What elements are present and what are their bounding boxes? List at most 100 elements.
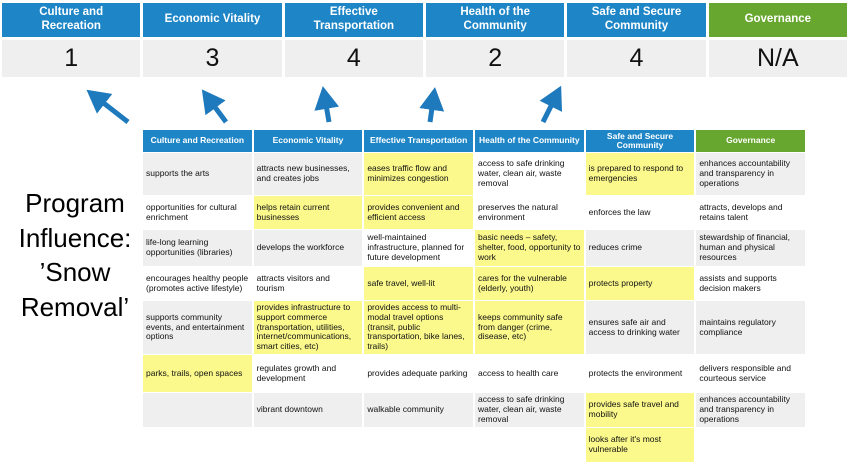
matrix-header-transportation: Effective Transportation [364, 130, 473, 152]
matrix-cell: eases traffic flow and minimizes congest… [364, 153, 473, 195]
matrix-cell-text: opportunities for cultural enrichment [146, 201, 237, 222]
matrix-cell: supports community events, and entertain… [143, 301, 252, 354]
matrix-cell: parks, trails, open spaces [143, 355, 252, 392]
summary-header-culture: Culture and Recreation [2, 3, 141, 37]
matrix-cell: helps retain current businesses [253, 196, 363, 229]
matrix-cell-text: attracts visitors and tourism [256, 272, 330, 293]
matrix-cell-text: provides adequate parking [367, 367, 468, 378]
matrix-cell [364, 428, 473, 462]
matrix-cell: preserves the natural environment [474, 196, 584, 229]
matrix-cell-text: regulates growth and development [256, 362, 337, 383]
matrix-cell: life-long learning opportunities (librar… [143, 230, 252, 266]
matrix-cell-text: maintains regulatory compliance [699, 316, 776, 337]
matrix-cell: cares for the vulnerable (elderly, youth… [474, 267, 584, 300]
up-arrow-2 [201, 89, 229, 124]
score-transportation: 4 [284, 40, 423, 77]
matrix-cell: access to safe drinking water, clean air… [474, 393, 584, 427]
matrix-cell: protects property [585, 267, 695, 300]
matrix-cell-text: access to safe drinking water, clean air… [477, 158, 565, 188]
matrix-cell: assists and supports decision makers [696, 267, 805, 300]
matrix-cell-text: walkable community [367, 404, 444, 415]
matrix-cell [143, 393, 252, 427]
matrix-cell-text: stewardship of financial, human and phys… [699, 232, 791, 262]
matrix-cell: supports the arts [143, 153, 252, 195]
matrix-cell-text: supports the arts [146, 168, 210, 179]
matrix-header-health: Health of the Community [474, 130, 584, 152]
matrix-cell-text: provides safe travel and mobility [588, 399, 679, 419]
matrix-cell: enforces the law [585, 196, 695, 229]
matrix-cell: attracts, develops and retains talent [696, 196, 805, 229]
matrix-cell: provides adequate parking [364, 355, 473, 392]
matrix-cell-text: life-long learning opportunities (librar… [146, 237, 233, 257]
summary-header-safe: Safe and Secure Community [567, 3, 706, 37]
matrix-cell-text: well-maintained infrastructure, planned … [367, 232, 465, 262]
matrix-cell-text: helps retain current businesses [256, 201, 330, 222]
matrix-cell-text: provides access to multi-modal travel op… [367, 302, 465, 352]
matrix-cell-text: provides infrastructure to support comme… [256, 302, 352, 352]
matrix-cell-text: access to health care [477, 367, 559, 378]
matrix-header-culture: Culture and Recreation [143, 130, 252, 152]
matrix-cell-text: reduces crime [588, 242, 643, 253]
matrix-cell-text: looks after it's most vulnerable [588, 434, 662, 454]
matrix-cell-text: eases traffic flow and minimizes congest… [367, 163, 449, 183]
matrix-cell: regulates growth and development [253, 355, 363, 392]
matrix-cell-text: ensures safe air and access to drinking … [588, 316, 680, 337]
matrix-cell-text: delivers responsible and courteous servi… [699, 362, 791, 383]
matrix-cell: access to health care [474, 355, 584, 392]
summary-header-transportation: Effective Transportation [284, 3, 423, 37]
matrix-cell-text: basic needs – safety, shelter, food, opp… [477, 232, 581, 262]
matrix-cell: protects the environment [585, 355, 695, 392]
matrix-cell: maintains regulatory compliance [696, 301, 805, 354]
up-arrow-5 [539, 85, 563, 124]
matrix-cell: delivers responsible and courteous servi… [696, 355, 805, 392]
matrix-cell: safe travel, well-lit [364, 267, 473, 300]
program-influence-label: Program Influence: ’Snow Removal’ [18, 188, 132, 322]
matrix-cell-text: enforces the law [588, 206, 651, 217]
matrix-cell-text: enhances accountability and transparency… [699, 394, 791, 424]
matrix-cell: provides convenient and efficient access [364, 196, 473, 229]
matrix-cell: attracts new businesses, and creates job… [253, 153, 363, 195]
matrix-cell: vibrant downtown [253, 393, 363, 427]
matrix-cell-text: attracts new businesses, and creates job… [256, 163, 350, 183]
matrix-cell-text: supports community events, and entertain… [146, 311, 245, 342]
matrix-cell-text: safe travel, well-lit [367, 277, 435, 288]
matrix-cell-text: access to safe drinking water, clean air… [477, 394, 565, 424]
matrix-cell: is prepared to respond to emergencies [585, 153, 695, 195]
matrix-cell: develops the workforce [253, 230, 363, 266]
matrix-cell: ensures safe air and access to drinking … [585, 301, 695, 354]
score-row: 1 3 4 2 4 N/A [2, 40, 847, 77]
matrix-cell: enhances accountability and transparency… [696, 153, 805, 195]
matrix-header-safe: Safe and Secure Community [585, 130, 695, 152]
up-arrow-3 [314, 86, 340, 123]
matrix-header-economic: Economic Vitality [253, 130, 363, 152]
up-arrow-1 [86, 89, 130, 124]
matrix-cell-text: vibrant downtown [256, 404, 323, 415]
matrix-cell: encourages healthy people (promotes acti… [143, 267, 252, 300]
matrix-cell: reduces crime [585, 230, 695, 266]
score-culture: 1 [2, 40, 141, 77]
matrix-cell: opportunities for cultural enrichment [143, 196, 252, 229]
score-economic: 3 [143, 40, 282, 77]
matrix-cell-text: cares for the vulnerable (elderly, youth… [477, 272, 567, 293]
matrix-cell-text: develops the workforce [256, 242, 345, 253]
matrix-cell: stewardship of financial, human and phys… [696, 230, 805, 266]
matrix-cell-text: keeps community safe from danger (crime,… [477, 311, 563, 342]
matrix-cell [253, 428, 363, 462]
matrix-cell [696, 428, 805, 462]
score-safe: 4 [567, 40, 706, 77]
matrix-cell-text: enhances accountability and transparency… [699, 158, 791, 188]
summary-header-economic: Economic Vitality [143, 3, 282, 37]
score-governance: N/A [708, 40, 847, 77]
matrix-cell-text: protects the environment [588, 367, 683, 378]
influence-matrix: Culture and Recreation Economic Vitality… [143, 130, 805, 462]
matrix-cell: enhances accountability and transparency… [696, 393, 805, 427]
matrix-cell: looks after it's most vulnerable [585, 428, 695, 462]
matrix-cell: provides safe travel and mobility [585, 393, 695, 427]
matrix-header-governance: Governance [696, 130, 805, 152]
matrix-cell-text: attracts, develops and retains talent [699, 201, 783, 222]
matrix-cell: provides infrastructure to support comme… [253, 301, 363, 354]
matrix-cell-text: preserves the natural environment [477, 201, 558, 222]
matrix-cell: access to safe drinking water, clean air… [474, 153, 584, 195]
up-arrow-4 [419, 87, 445, 123]
matrix-cell: keeps community safe from danger (crime,… [474, 301, 584, 354]
